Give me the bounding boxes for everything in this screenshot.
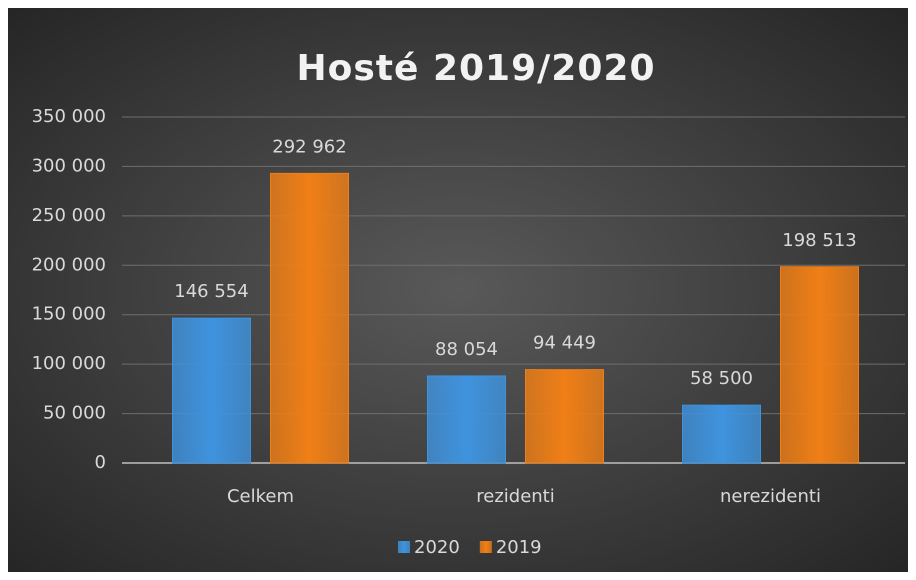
x-tick-label: Celkem [227, 486, 294, 507]
bar [270, 172, 349, 464]
bar [427, 375, 506, 464]
bar [780, 266, 859, 464]
x-tick-label: nerezidenti [720, 486, 821, 507]
y-tick-label: 0 [95, 452, 106, 473]
value-label: 198 513 [782, 230, 856, 251]
y-tick-label: 100 000 [32, 353, 106, 374]
value-label: 292 962 [272, 136, 346, 157]
value-label: 146 554 [174, 281, 248, 302]
legend-swatch [398, 541, 410, 553]
y-tick-label: 300 000 [32, 155, 106, 176]
bar [682, 404, 761, 464]
chart-title: Hosté 2019/2020 [297, 48, 656, 89]
bar [172, 317, 251, 464]
legend-swatch [479, 541, 492, 553]
x-tick-label: rezidenti [476, 486, 555, 507]
value-label: 58 500 [690, 368, 753, 389]
bar [525, 369, 604, 464]
y-tick-label: 350 000 [32, 106, 106, 127]
value-label: 94 449 [533, 333, 596, 354]
y-tick-label: 50 000 [43, 403, 106, 424]
y-tick-label: 250 000 [32, 205, 106, 226]
legend-label: 2020 [414, 537, 460, 558]
value-label: 88 054 [435, 339, 498, 360]
y-tick-label: 150 000 [32, 304, 106, 325]
legend-label: 2019 [496, 537, 542, 558]
y-tick-label: 200 000 [32, 254, 106, 275]
chart-background [8, 8, 908, 572]
